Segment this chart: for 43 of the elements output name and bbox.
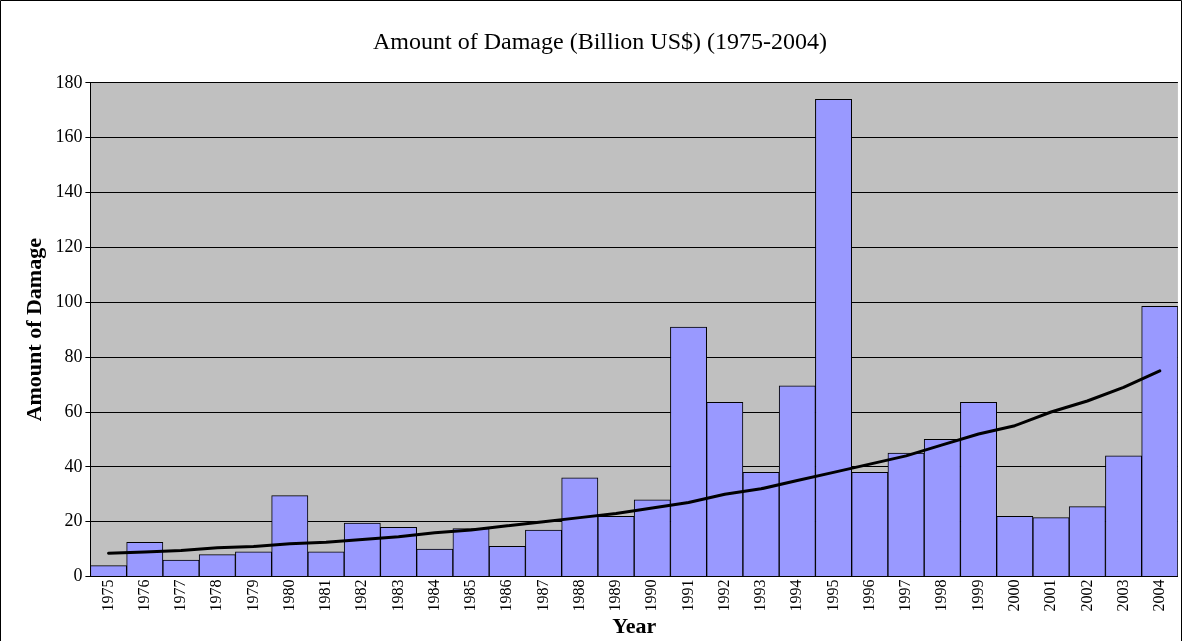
x-tick-label: 1985 xyxy=(461,579,479,612)
x-tick-label: 1994 xyxy=(787,579,805,612)
y-tick-label: 140 xyxy=(55,181,83,202)
x-tick-label: 1975 xyxy=(98,579,116,612)
y-tick-label: 120 xyxy=(55,236,83,257)
x-tick-label: 1999 xyxy=(968,579,986,612)
x-tick-label: 1979 xyxy=(243,579,261,612)
x-tick-label: 1982 xyxy=(352,579,370,612)
x-tick-label: 2000 xyxy=(1005,579,1022,612)
y-tick-label: 60 xyxy=(64,400,83,421)
y-tick-label: 80 xyxy=(64,345,83,366)
x-tick-label: 2003 xyxy=(1113,579,1131,612)
x-tick-label: 1984 xyxy=(424,579,442,612)
x-tick-label: 1981 xyxy=(316,579,334,612)
x-tick-label: 1988 xyxy=(569,579,587,612)
y-tick-label: 0 xyxy=(73,565,83,586)
y-tick-label: 40 xyxy=(64,455,83,476)
y-axis-title: Amount of Damage xyxy=(20,237,46,422)
x-tick-label: 1998 xyxy=(932,579,950,612)
x-tick-label: 2001 xyxy=(1041,579,1059,612)
x-tick-label: 2002 xyxy=(1077,579,1095,612)
y-tick-label: 180 xyxy=(55,71,83,92)
x-tick-label: 1983 xyxy=(388,579,406,612)
x-tick-label: 1996 xyxy=(860,579,877,612)
chart-title: Amount of Damage (Billion US$) (1975-2004) xyxy=(373,27,827,54)
x-axis-title: Year xyxy=(612,613,657,639)
y-tick-label: 100 xyxy=(55,291,83,311)
x-tick-label: 2004 xyxy=(1150,579,1167,612)
x-tick-label: 1976 xyxy=(134,579,152,612)
x-tick-label: 1978 xyxy=(207,579,225,612)
x-tick-label: 1977 xyxy=(171,579,189,612)
x-tick-label: 1986 xyxy=(497,579,515,612)
x-tick-label: 1991 xyxy=(678,579,696,612)
x-tick-label: 1987 xyxy=(533,579,551,612)
y-tick-label: 20 xyxy=(64,510,83,531)
x-tick-label: 1995 xyxy=(823,579,841,612)
x-tick-label: 1980 xyxy=(279,579,297,612)
y-tick-label: 160 xyxy=(55,126,83,147)
x-tick-label: 1992 xyxy=(714,579,732,612)
x-tick-label: 1990 xyxy=(642,579,660,612)
x-tick-label: 1993 xyxy=(751,579,769,612)
x-tick-label: 1997 xyxy=(896,579,914,612)
x-tick-label: 1989 xyxy=(606,579,624,612)
